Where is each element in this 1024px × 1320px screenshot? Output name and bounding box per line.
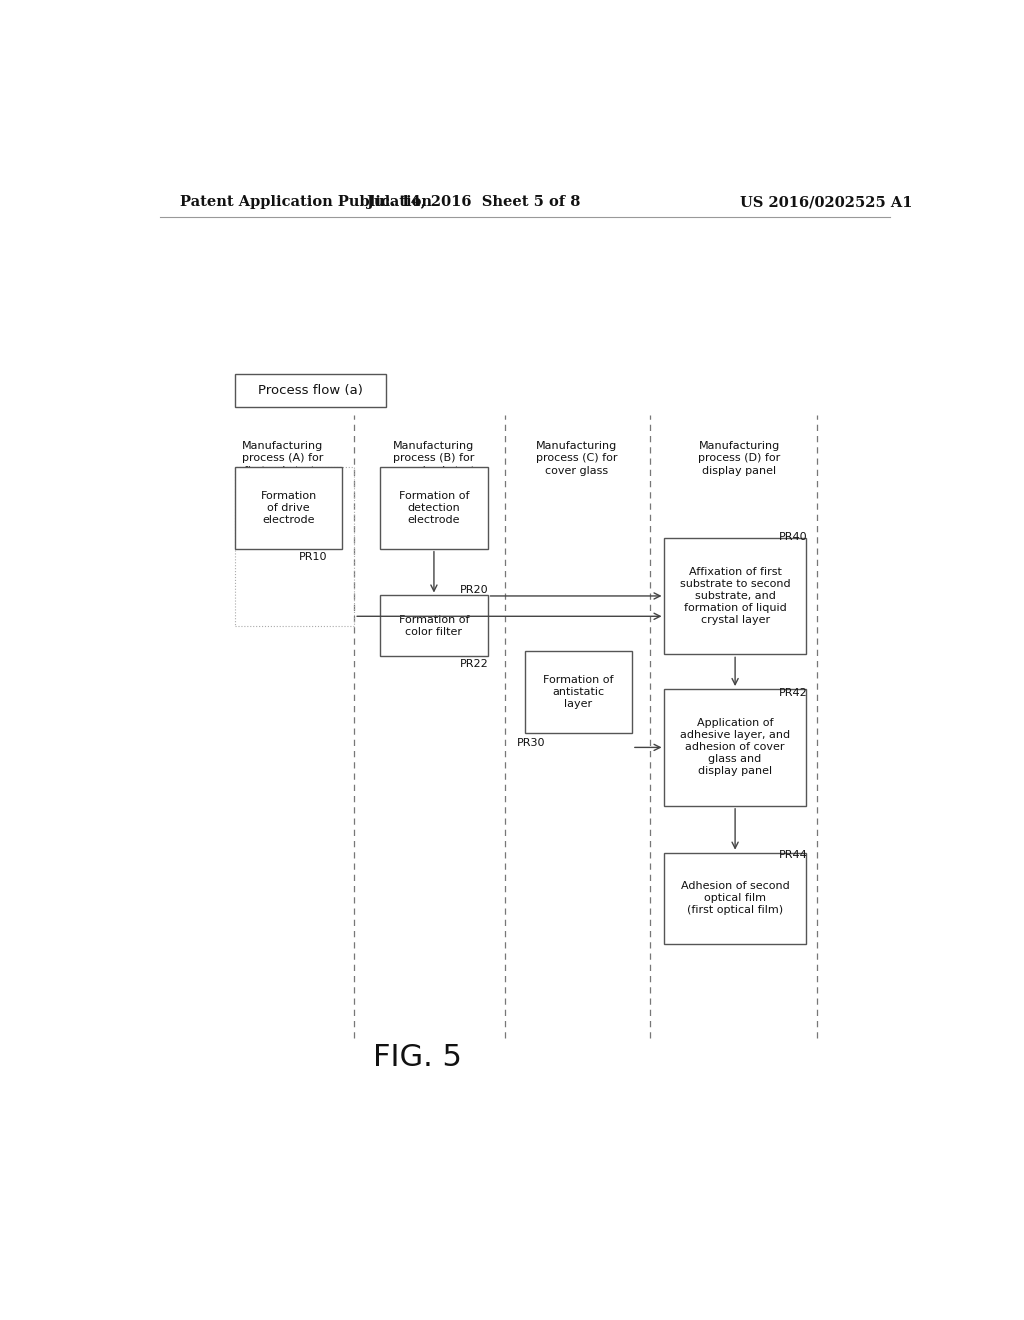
Text: PR42: PR42	[778, 688, 808, 698]
Bar	[236, 467, 354, 626]
Text: US 2016/0202525 A1: US 2016/0202525 A1	[740, 195, 912, 209]
Bar	[665, 537, 806, 655]
Text: Manufacturing
process (A) for
first substrate: Manufacturing process (A) for first subs…	[242, 441, 324, 475]
Text: Adhesion of second
optical film
(first optical film): Adhesion of second optical film (first o…	[681, 882, 790, 915]
Text: Patent Application Publication: Patent Application Publication	[179, 195, 431, 209]
Bar	[524, 651, 632, 733]
Text: Manufacturing
process (B) for
second substrate: Manufacturing process (B) for second sub…	[385, 441, 481, 475]
Text: Jul. 14, 2016  Sheet 5 of 8: Jul. 14, 2016 Sheet 5 of 8	[367, 195, 580, 209]
Bar	[665, 853, 806, 944]
Text: PR40: PR40	[778, 532, 807, 543]
Text: Formation of
detection
electrode: Formation of detection electrode	[398, 491, 469, 525]
Text: Formation of
antistatic
layer: Formation of antistatic layer	[543, 675, 613, 709]
Text: PR20: PR20	[460, 585, 488, 595]
Text: PR30: PR30	[517, 738, 546, 747]
Bar	[380, 595, 487, 656]
Text: PR44: PR44	[778, 850, 808, 859]
Bar	[665, 689, 806, 805]
Text: Manufacturing
process (D) for
display panel: Manufacturing process (D) for display pa…	[698, 441, 780, 475]
Bar	[236, 467, 342, 549]
Text: Application of
adhesive layer, and
adhesion of cover
glass and
display panel: Application of adhesive layer, and adhes…	[680, 718, 791, 776]
Text: Formation
of drive
electrode: Formation of drive electrode	[260, 491, 316, 525]
Text: Affixation of first
substrate to second
substrate, and
formation of liquid
cryst: Affixation of first substrate to second …	[680, 568, 791, 624]
Bar	[236, 374, 386, 408]
Text: Manufacturing
process (C) for
cover glass: Manufacturing process (C) for cover glas…	[536, 441, 617, 475]
Text: Process flow (a): Process flow (a)	[258, 384, 362, 397]
Bar	[380, 467, 487, 549]
Text: Formation of
color filter: Formation of color filter	[398, 615, 469, 638]
Text: FIG. 5: FIG. 5	[373, 1043, 462, 1072]
Text: PR22: PR22	[460, 660, 488, 669]
Text: PR10: PR10	[299, 552, 327, 562]
